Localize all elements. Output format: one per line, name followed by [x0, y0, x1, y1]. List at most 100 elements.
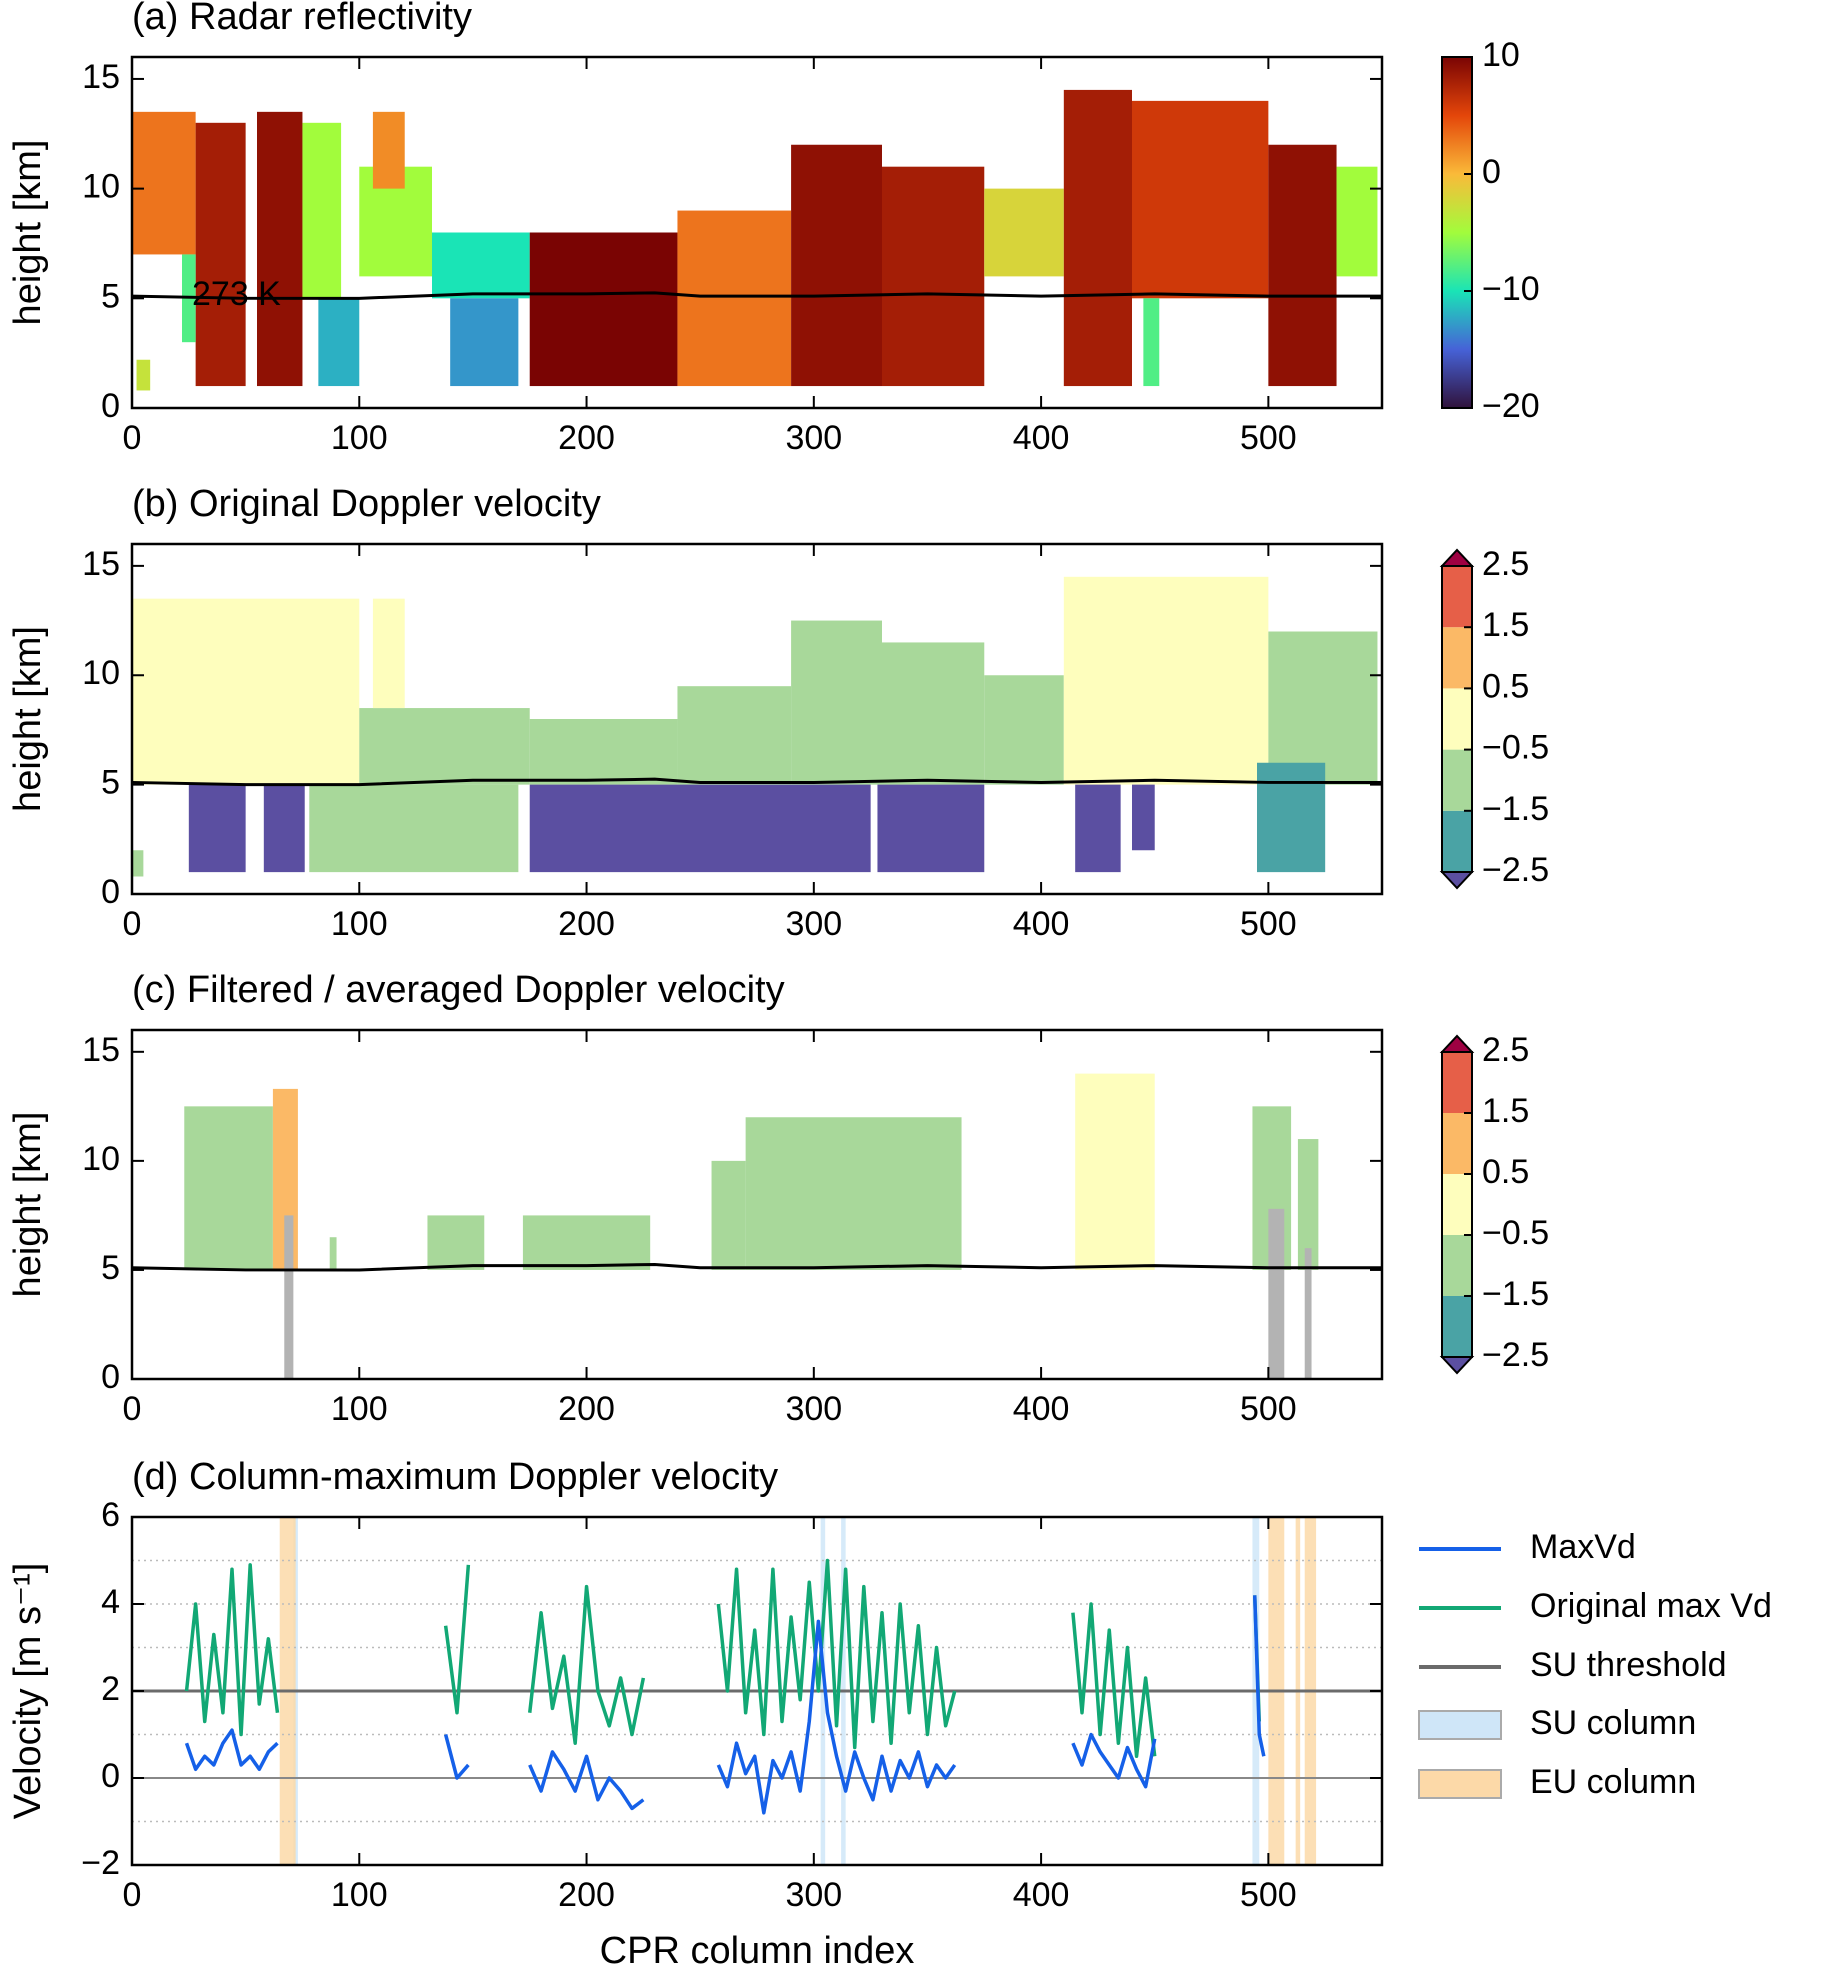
heatmap-cell — [372, 111, 405, 189]
colorbar-extension — [1439, 871, 1475, 890]
heatmap-cell — [132, 850, 144, 877]
heatmap-cell — [257, 111, 303, 387]
heatmap-cell — [791, 620, 882, 785]
x-tick-label: 400 — [1013, 1390, 1070, 1428]
x-tick-label: 400 — [1013, 1876, 1070, 1914]
heatmap-cell — [1297, 1139, 1319, 1270]
heatmap-cell — [372, 598, 405, 709]
heatmap-cell — [1075, 1073, 1155, 1270]
legend-label: SU column — [1530, 1704, 1696, 1742]
colorbar-tick-label: −0.5 — [1482, 1214, 1549, 1252]
colorbar-extension — [1439, 548, 1475, 567]
colorbar-tick-label: −0.5 — [1482, 729, 1549, 767]
panel: (c) Filtered / averaged Doppler velocity… — [7, 969, 1549, 1428]
panel-title: (a) Radar reflectivity — [132, 0, 472, 38]
colorbar-frame — [1441, 1051, 1473, 1358]
y-tick-label: 15 — [82, 545, 120, 583]
y-tick-label: 0 — [101, 1358, 120, 1396]
heatmap-cell — [711, 1160, 746, 1270]
heatmap-cell — [263, 784, 305, 873]
heatmap-cell — [450, 298, 519, 387]
colorbar-tick-label: −10 — [1482, 270, 1540, 308]
x-axis-label: CPR column index — [600, 1930, 915, 1972]
legend-swatch — [1418, 1769, 1502, 1799]
colorbar-tick-label: 1.5 — [1482, 1092, 1529, 1130]
x-tick-label: 200 — [558, 905, 615, 943]
panel: (a) Radar reflectivity height [km] 273 K 10… — [7, 0, 1540, 457]
heatmap-cell — [132, 598, 360, 785]
x-tick-label: 400 — [1013, 905, 1070, 943]
y-tick-label: 5 — [101, 764, 120, 802]
heatmap-cell — [882, 642, 985, 785]
heatmap-cell — [522, 1215, 651, 1270]
y-tick-label: 0 — [101, 387, 120, 425]
colorbar-tick-label: 0.5 — [1482, 667, 1529, 705]
heatmap-cell — [877, 784, 985, 873]
y-tick-label: −2 — [81, 1844, 120, 1882]
isotherm-label: 273 K — [192, 275, 281, 313]
x-tick-label: 200 — [558, 419, 615, 457]
heatmap-cell — [184, 1106, 273, 1270]
colorbar-tick-label: 10 — [1482, 36, 1520, 74]
x-tick-label: 0 — [123, 1390, 142, 1428]
grey-column — [1268, 1208, 1285, 1379]
colorbar-tick-label: 2.5 — [1482, 1031, 1529, 1069]
heatmap-cell — [1268, 631, 1378, 785]
x-tick-label: 500 — [1240, 1390, 1297, 1428]
heatmap-cell — [677, 686, 792, 785]
heatmap-cell — [132, 111, 196, 255]
heatmap-cell — [195, 122, 246, 387]
x-tick-label: 0 — [123, 1876, 142, 1914]
colorbar-band — [1442, 566, 1472, 628]
y-tick-label: 0 — [101, 1757, 120, 1795]
heatmap-cell — [529, 784, 871, 873]
heatmap-cell — [1257, 762, 1326, 873]
colorbar-tick-label: 1.5 — [1482, 606, 1529, 644]
x-tick-label: 100 — [331, 1876, 388, 1914]
y-tick-label: 15 — [82, 1031, 120, 1069]
heatmap-cell — [984, 675, 1064, 785]
panel: (b) Original Doppler velocity height [km]… — [7, 483, 1549, 943]
x-tick-label: 400 — [1013, 419, 1070, 457]
heatmap-cell — [1063, 576, 1269, 785]
y-tick-label: 10 — [82, 1140, 120, 1178]
colorbar-band — [1442, 749, 1472, 811]
axes-frame — [130, 1028, 1384, 1381]
legend-label: EU column — [1530, 1763, 1696, 1801]
x-tick-label: 300 — [785, 1390, 842, 1428]
y-tick-label: 4 — [101, 1583, 120, 1621]
x-tick-label: 500 — [1240, 905, 1297, 943]
colorbar-tick-label: −2.5 — [1482, 851, 1549, 889]
heatmap-cell — [1075, 784, 1121, 873]
axes-frame — [130, 542, 1384, 896]
heatmap-cell — [1268, 144, 1337, 387]
colorbar-band — [1442, 810, 1472, 872]
colorbar-band — [1442, 1052, 1472, 1113]
y-tick-label: 15 — [82, 58, 120, 96]
legend-swatch — [1418, 1710, 1502, 1740]
colorbar-band — [1442, 1174, 1472, 1235]
x-tick-label: 0 — [123, 905, 142, 943]
heatmap-cell — [1132, 100, 1269, 299]
series-line — [184, 1595, 1266, 1815]
legend-label: Original max Vd — [1530, 1587, 1772, 1625]
y-axis-label: height [km] — [7, 1112, 49, 1298]
heatmap-cell — [529, 719, 678, 785]
colorbar-band — [1442, 1235, 1472, 1296]
colorbar-tick-label: −1.5 — [1482, 790, 1549, 828]
colorbar-extension — [1439, 1356, 1475, 1375]
heatmap-cell — [1143, 298, 1160, 387]
x-tick-label: 100 — [331, 1390, 388, 1428]
y-tick-label: 5 — [101, 277, 120, 315]
heatmap-cell — [677, 210, 792, 387]
colorbar-band — [1442, 1113, 1472, 1174]
heatmap-cell — [136, 359, 151, 391]
y-tick-label: 0 — [101, 873, 120, 911]
heatmap-cell — [432, 232, 530, 299]
y-axis-label: height [km] — [7, 626, 49, 812]
y-axis-label: Velocity [m s⁻¹] — [7, 1563, 49, 1820]
x-tick-label: 300 — [785, 419, 842, 457]
y-axis-label: height [km] — [7, 140, 49, 326]
heatmap-cell — [309, 784, 519, 873]
